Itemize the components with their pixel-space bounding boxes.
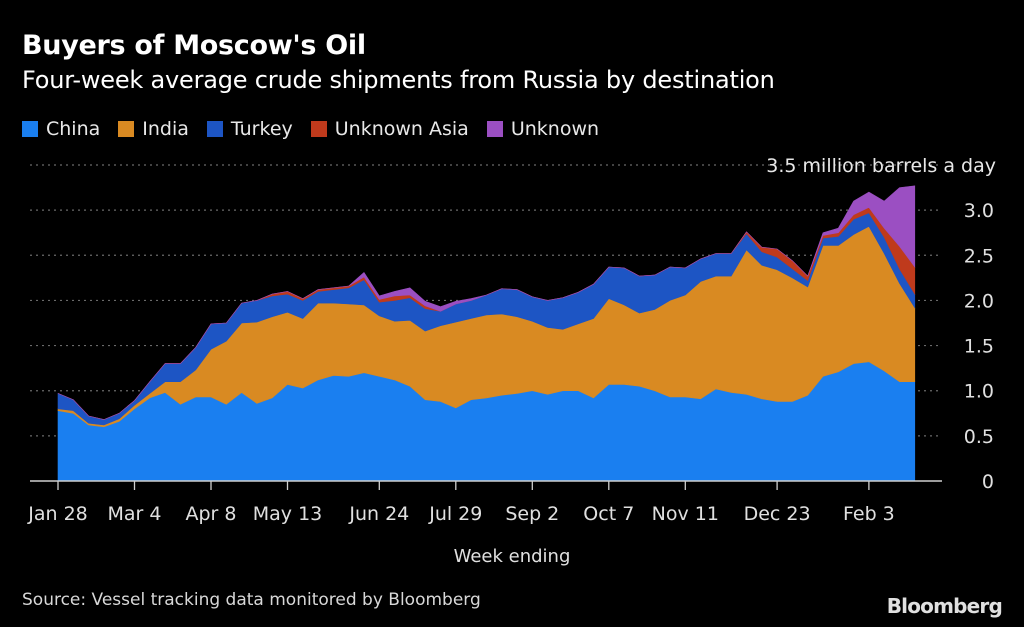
x-tick-label: Apr 8 — [186, 503, 237, 525]
legend-swatch-unknown — [486, 121, 503, 137]
legend-label-unknown-asia: Unknown Asia — [334, 118, 469, 140]
legend-swatch-china — [22, 121, 38, 137]
y-tick-label: 0.5 — [964, 426, 994, 448]
y-axis: 0 0.5 1.0 1.5 2.0 2.5 3.0 — [964, 200, 994, 493]
source-note: Source: Vessel tracking data monitored b… — [22, 590, 481, 610]
y-tick-label: 2.5 — [964, 245, 994, 267]
legend-swatch-turkey — [206, 121, 223, 137]
area-unknown — [57, 185, 916, 420]
area-series — [57, 185, 916, 482]
chart-subtitle: Four-week average crude shipments from R… — [22, 66, 775, 94]
y-tick-label: 1.5 — [964, 336, 994, 358]
x-tick-label: Jul 29 — [428, 503, 482, 525]
x-tick-label: Oct 7 — [583, 503, 634, 525]
x-tick-label: Mar 4 — [108, 503, 162, 525]
x-tick-label: May 13 — [253, 503, 323, 525]
x-tick-label: Nov 11 — [652, 503, 719, 525]
y-tick-label: 2.0 — [964, 290, 994, 312]
legend-item-unknown-asia: Unknown Asia — [310, 118, 469, 140]
chart-title: Buyers of Moscow's Oil — [22, 30, 366, 61]
x-tick-label: Jun 24 — [348, 503, 409, 525]
legend-item-china: China — [22, 118, 100, 140]
legend-item-india: India — [118, 118, 189, 140]
bloomberg-logo: Bloomberg — [886, 594, 1003, 618]
x-tick-label: Sep 2 — [505, 503, 559, 525]
y-tick-label: 3.0 — [964, 200, 994, 222]
legend-label-turkey: Turkey — [230, 118, 293, 140]
y-tick-label: 1.0 — [964, 381, 994, 403]
legend: China India Turkey Unknown Asia Unknown — [22, 118, 599, 140]
legend-label-india: India — [142, 118, 189, 140]
legend-label-unknown: Unknown — [510, 118, 600, 140]
x-axis-title: Week ending — [453, 546, 571, 567]
legend-swatch-india — [118, 121, 135, 137]
legend-label-china: China — [46, 118, 101, 140]
x-axis-title-wrap: Week ending — [0, 546, 1024, 567]
y-top-annotation: 3.5 million barrels a day — [766, 155, 996, 177]
legend-item-turkey: Turkey — [206, 118, 293, 140]
legend-swatch-unknown-asia — [310, 121, 327, 137]
y-tick-label: 0 — [982, 471, 994, 493]
x-tick-label: Jan 28 — [27, 503, 88, 525]
x-tick-label: Dec 23 — [744, 503, 811, 525]
legend-item-unknown: Unknown — [486, 118, 600, 140]
x-axis: Jan 28 Mar 4 Apr 8 May 13 Jun 24 Jul 29 Sep 2 O… — [27, 480, 942, 525]
x-tick-label: Feb 3 — [843, 503, 895, 525]
